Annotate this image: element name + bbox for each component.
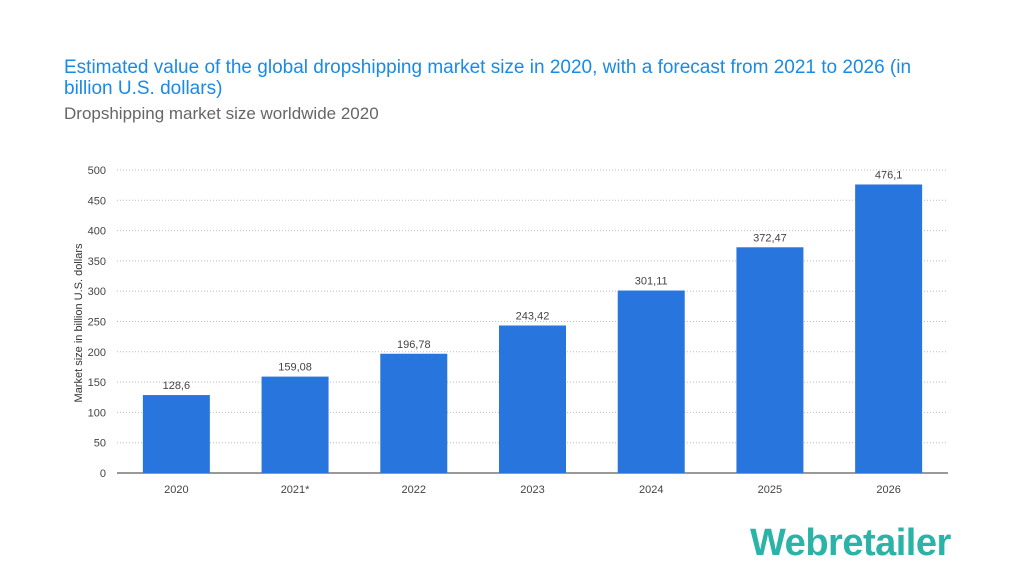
data-label: 196,78 xyxy=(397,339,431,351)
webretailer-logo: Webretailer xyxy=(750,522,951,564)
y-tick-label: 400 xyxy=(88,226,106,238)
y-tick-label: 150 xyxy=(88,377,106,389)
bar-2023 xyxy=(499,325,566,473)
y-tick-label: 500 xyxy=(88,165,106,177)
y-tick-label: 0 xyxy=(100,468,106,480)
x-tick-label: 2023 xyxy=(520,484,544,496)
y-tick-label: 350 xyxy=(88,256,106,268)
bar-2026 xyxy=(855,184,923,473)
y-axis-ticks: 0 50 100 150 200 250 300 350 400 450 500 xyxy=(88,165,106,480)
data-label: 159,08 xyxy=(278,362,312,374)
y-tick-label: 250 xyxy=(88,317,106,329)
y-tick-label: 100 xyxy=(88,407,106,419)
y-tick-label: 200 xyxy=(88,347,106,359)
data-label: 301,11 xyxy=(635,276,668,288)
bar-2021 xyxy=(261,376,329,473)
y-tick-label: 300 xyxy=(88,286,106,298)
y-tick-label: 50 xyxy=(94,438,106,450)
data-label: 372,47 xyxy=(753,232,787,244)
x-tick-label: 2025 xyxy=(758,484,782,496)
data-label: 128,6 xyxy=(163,380,191,392)
data-labels: 128,6 159,08 196,78 243,42 301,11 372,47 476,1 xyxy=(163,169,903,392)
y-tick-label: 450 xyxy=(88,195,106,207)
data-label: 476,1 xyxy=(875,169,903,181)
x-tick-label: 2024 xyxy=(639,484,663,496)
x-tick-label: 2021* xyxy=(281,484,310,496)
x-tick-label: 2026 xyxy=(876,484,900,496)
chart-title: Estimated value of the global dropshippi… xyxy=(64,57,912,99)
x-tick-label: 2020 xyxy=(164,484,188,496)
bar-2020 xyxy=(142,395,210,473)
x-tick-label: 2022 xyxy=(402,484,426,496)
data-label: 243,42 xyxy=(516,310,550,322)
bar-2025 xyxy=(736,247,804,473)
chart-subtitle: Dropshipping market size worldwide 2020 xyxy=(64,104,379,123)
bar-2024 xyxy=(617,290,685,473)
bars xyxy=(142,184,923,473)
x-axis-ticks: 2020 2021* 2022 2023 2024 2025 2026 xyxy=(164,484,901,496)
y-axis-label: Market size in billion U.S. dollars xyxy=(73,243,85,402)
bar-2022 xyxy=(380,353,448,473)
